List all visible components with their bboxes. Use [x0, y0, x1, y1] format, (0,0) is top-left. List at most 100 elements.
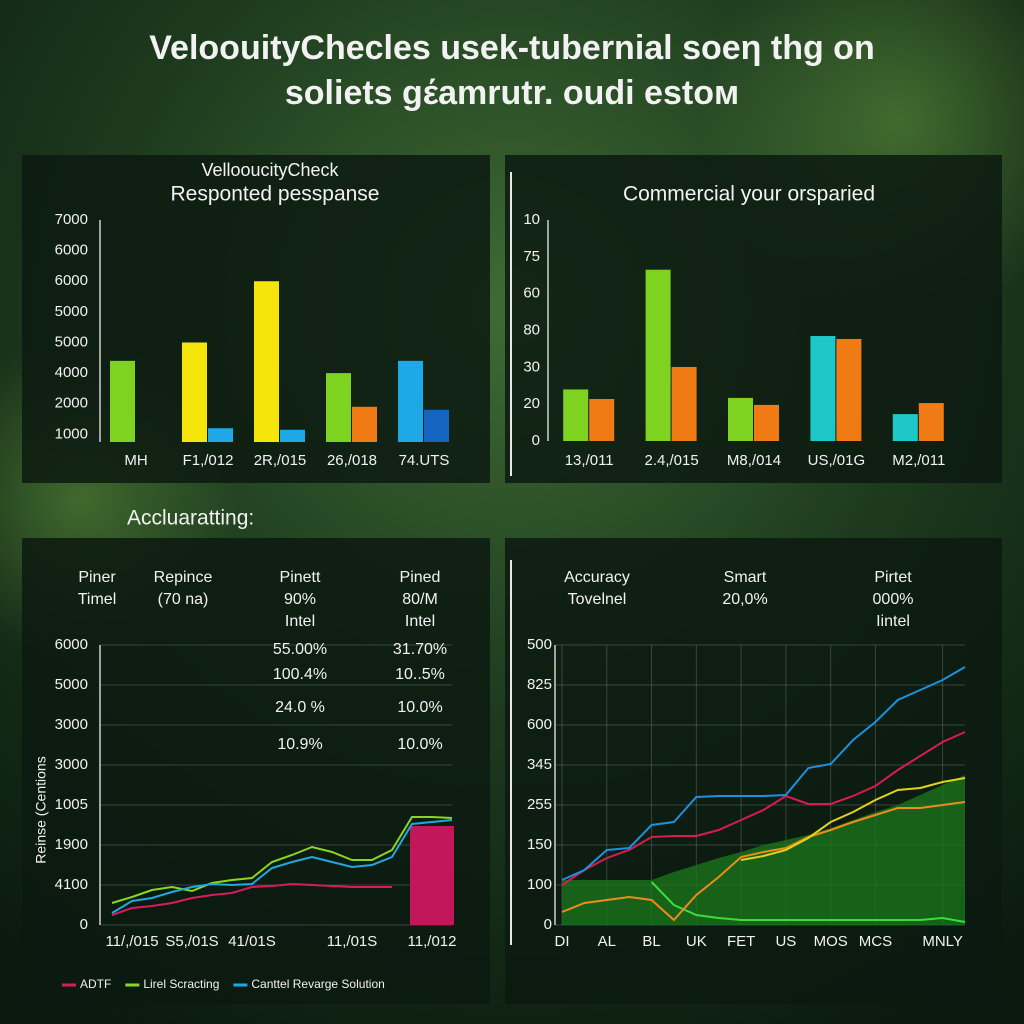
y-tick-label: 0: [80, 916, 88, 933]
y-tick-label: 3000: [55, 756, 88, 773]
y-tick-label: 5000: [55, 333, 88, 350]
header-value: 24.0 %: [275, 699, 325, 716]
x-tick-label: AL: [598, 933, 616, 950]
y-tick-label: 5000: [55, 303, 88, 320]
header-text: Smart: [724, 569, 767, 586]
line: [111, 819, 453, 914]
header-text: 000%: [873, 591, 914, 608]
line: [111, 816, 453, 904]
y-tick-label: 1900: [55, 836, 88, 853]
bar: [589, 399, 615, 441]
y-tick-label: 0: [532, 432, 540, 449]
bar: [398, 360, 423, 442]
header-value: 10..5%: [395, 666, 445, 683]
y-tick-label: 80: [523, 321, 540, 338]
bar: [728, 397, 753, 441]
x-tick-label: 26,/018: [327, 452, 377, 469]
panel: [505, 538, 1002, 1004]
bar: [254, 281, 279, 442]
area: [562, 775, 965, 925]
x-tick-label: MNLY: [922, 933, 963, 950]
y-tick-label: 75: [523, 248, 540, 265]
y-tick-label: 150: [527, 836, 552, 853]
line: [740, 777, 966, 861]
header-value: 10.9%: [277, 736, 322, 753]
y-tick-label: 825: [527, 676, 552, 693]
header-text: 20,0%: [722, 591, 767, 608]
chart-subtitle: VellooucityCheck: [201, 160, 339, 180]
line: [561, 666, 966, 881]
header-value: 31.70%: [393, 641, 447, 658]
x-tick-label: US: [775, 933, 796, 950]
x-tick-label: 11,/012: [408, 933, 457, 950]
y-tick-label: 20: [523, 395, 540, 412]
bar: [352, 406, 377, 442]
header-text: Tovelnel: [568, 591, 627, 608]
x-tick-label: 11/,/015: [105, 933, 158, 950]
header-text: (70 na): [158, 591, 209, 608]
header-text: 90%: [284, 591, 316, 608]
line: [650, 881, 966, 923]
x-tick-label: MOS: [814, 933, 848, 950]
x-tick-label: FET: [727, 933, 755, 950]
bar: [754, 404, 779, 441]
header-text: Piner: [78, 569, 116, 586]
y-tick-label: 345: [527, 756, 552, 773]
x-tick-label: F1,/012: [183, 452, 234, 469]
y-tick-label: 100: [527, 876, 552, 893]
bar: [326, 373, 351, 442]
header-text: Intel: [405, 613, 435, 630]
chart-title: Responted pesspanse: [171, 183, 380, 206]
y-axis-label: Reinse (Centions: [33, 756, 49, 863]
bar: [645, 269, 671, 441]
x-tick-label: 2R,/015: [254, 452, 307, 469]
bar: [110, 360, 135, 442]
header-text: 80/M: [402, 591, 438, 608]
x-tick-label: 74.UTS: [399, 452, 450, 469]
header-text: Repince: [154, 569, 213, 586]
highlight-bar: [410, 826, 454, 925]
header-text: Iintel: [876, 613, 910, 630]
bar: [208, 428, 233, 442]
y-tick-label: 7000: [55, 211, 88, 228]
header-text: Pined: [400, 569, 441, 586]
y-tick-label: 6000: [55, 272, 88, 289]
header-text: Accuracy: [564, 569, 630, 586]
section-label: Accluaratting:: [127, 507, 254, 530]
y-tick-label: 60: [523, 285, 540, 302]
x-tick-label: 13,/011: [565, 452, 614, 469]
x-tick-label: M8,/014: [727, 452, 781, 469]
x-tick-label: UK: [686, 933, 707, 950]
chart-title: Commercial your orsparied: [623, 183, 875, 206]
y-tick-label: 0: [544, 916, 552, 933]
bar: [892, 414, 918, 441]
bar: [671, 366, 697, 441]
y-tick-label: 5000: [55, 676, 88, 693]
line: [111, 882, 392, 916]
x-tick-label: M2,/011: [892, 452, 945, 469]
bar: [280, 429, 305, 442]
legend-label: ADTF: [80, 977, 111, 991]
y-tick-label: 30: [523, 358, 540, 375]
y-tick-label: 600: [527, 716, 552, 733]
header-text: Pinett: [280, 569, 321, 586]
header-text: Intel: [285, 613, 315, 630]
legend-label: Canttel Revarge Solution: [251, 977, 384, 991]
header-value: 100.4%: [273, 666, 327, 683]
y-tick-label: 4000: [55, 364, 88, 381]
bar: [563, 389, 589, 441]
y-tick-label: 6000: [55, 242, 88, 259]
legend-label: Lirel Scracting: [143, 977, 219, 991]
y-tick-label: 1000: [55, 425, 88, 442]
y-tick-label: 500: [527, 636, 552, 653]
page-title: soliets gέamrutr. oudi estoм: [285, 74, 739, 112]
header-value: 10.0%: [397, 699, 442, 716]
y-tick-label: 255: [527, 796, 552, 813]
line: [561, 731, 966, 886]
bar: [424, 409, 449, 442]
x-tick-label: 41/01S: [228, 933, 276, 950]
x-tick-label: US,/01G: [808, 452, 866, 469]
header-text: Pirtet: [874, 569, 912, 586]
x-tick-label: 11,/01S: [327, 933, 378, 950]
